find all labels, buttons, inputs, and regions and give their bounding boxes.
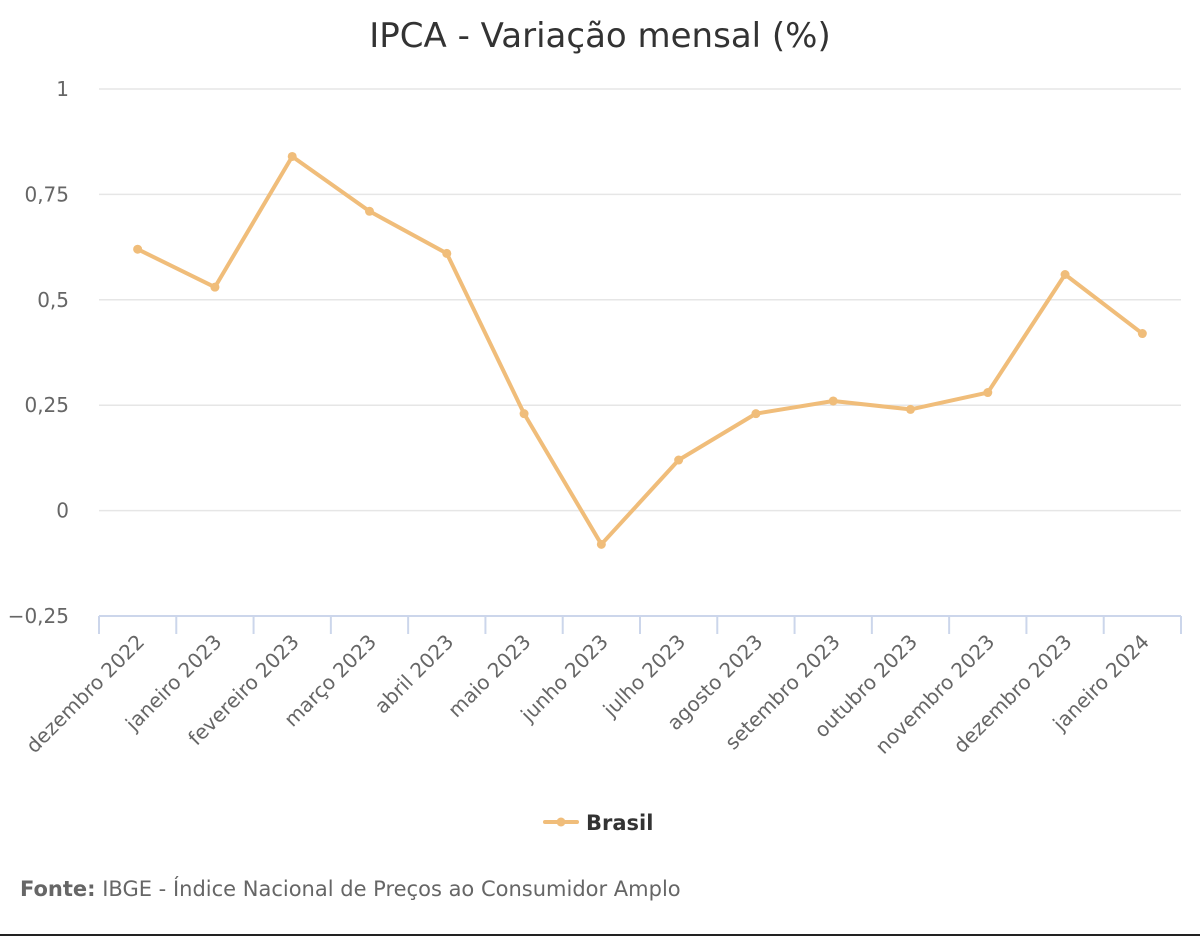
data-point[interactable] [210,282,220,292]
y-tick-label: −0,25 [8,604,69,628]
y-tick-label: 0,25 [24,393,69,417]
legend-label[interactable]: Brasil [586,811,653,835]
data-point[interactable] [596,539,606,549]
data-point[interactable] [1137,329,1147,339]
data-point[interactable] [287,151,297,161]
source-text: IBGE - Índice Nacional de Preços ao Cons… [95,877,681,901]
y-tick-label: 0,5 [37,288,69,312]
data-point[interactable] [983,388,993,398]
y-tick-label: 0 [56,499,69,523]
bottom-divider [0,934,1200,936]
source-note: Fonte: IBGE - Índice Nacional de Preços … [20,877,681,901]
data-point[interactable] [133,244,143,254]
data-point[interactable] [674,455,684,465]
data-point[interactable] [906,404,915,414]
data-point[interactable] [828,396,838,406]
source-label: Fonte: [20,877,96,901]
data-point[interactable] [1060,270,1070,280]
y-tick-label: 0,75 [24,182,69,206]
y-tick-label: 1 [56,77,69,101]
data-point[interactable] [442,248,452,258]
chart-title: IPCA - Variação mensal (%) [369,16,831,56]
legend-marker-icon[interactable] [556,817,566,827]
x-tick-label: dezembro 2022 [21,630,149,758]
data-point[interactable] [751,409,761,419]
series-layer [133,151,1147,549]
y-axis: 1 0,75 0,5 0,25 0 −0,25 [8,77,69,628]
series-line [135,154,1145,547]
gridlines [99,88,1181,512]
data-point[interactable] [365,206,374,216]
data-point[interactable] [519,409,529,419]
legend[interactable]: Brasil [543,811,653,835]
